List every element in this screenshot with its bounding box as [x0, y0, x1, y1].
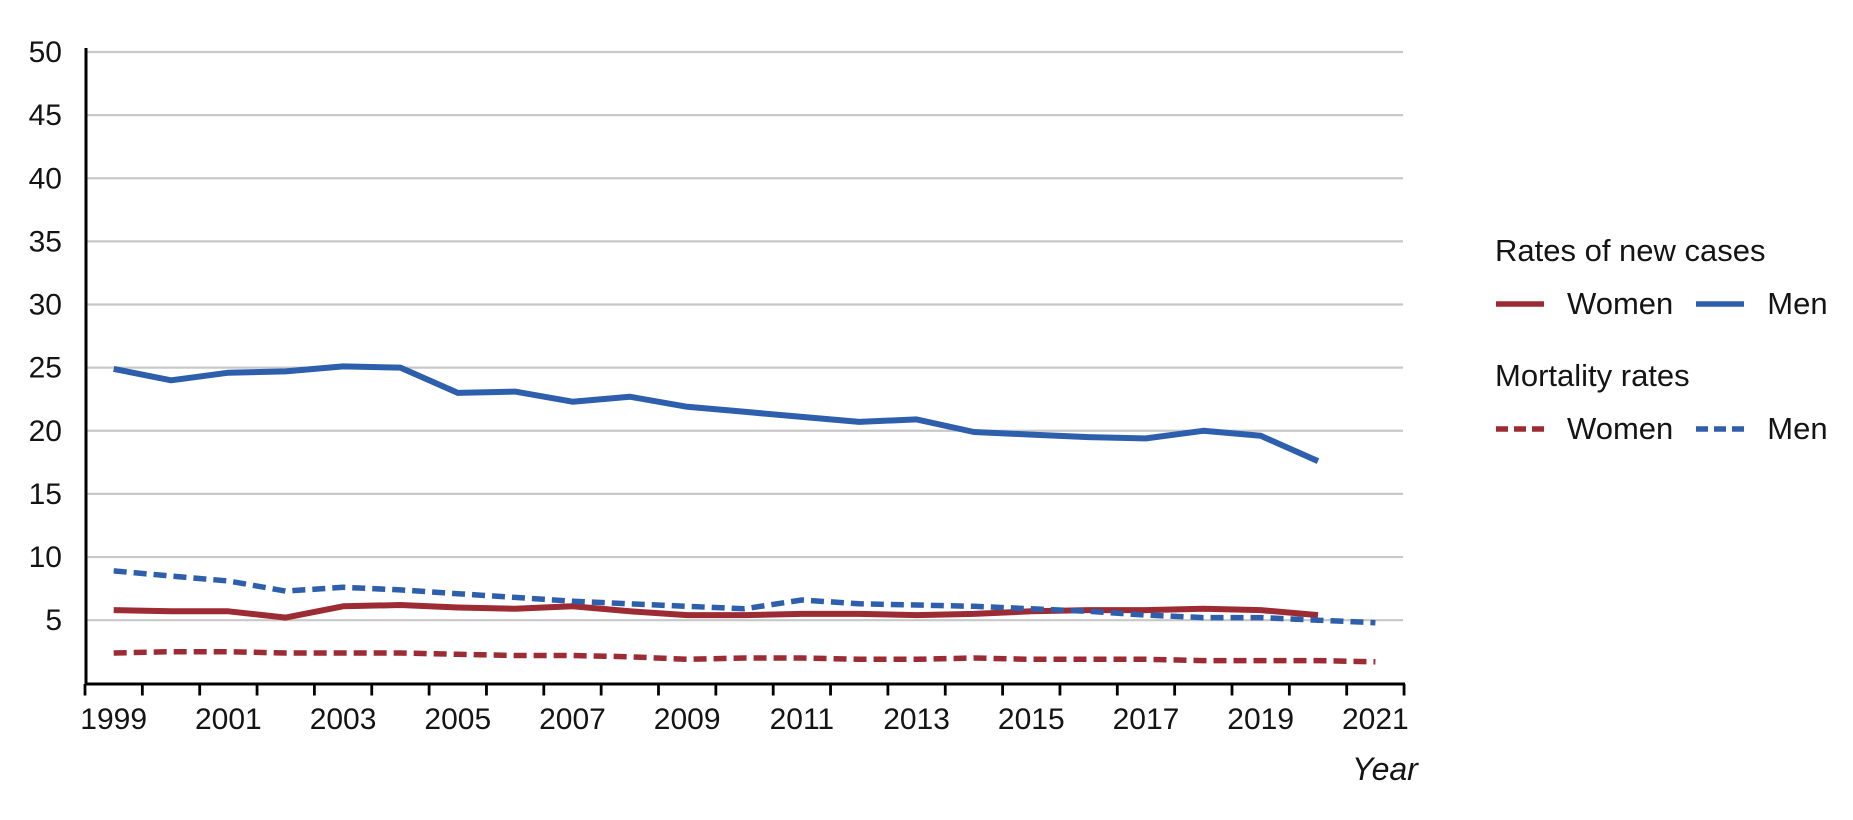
x-tick-label-2015: 2015 — [998, 703, 1065, 736]
series-line-mortality-women — [113, 648, 1376, 665]
y-tick-label-50: 50 — [29, 36, 62, 69]
x-tick-label-2003: 2003 — [310, 703, 377, 736]
legend-swatch-mortality-women-line — [1496, 426, 1544, 432]
legend-title-new-cases: Rates of new cases — [1495, 233, 1766, 268]
legend-row-new-cases: Women Men — [1495, 286, 1850, 322]
x-tick-label-2009: 2009 — [654, 703, 721, 736]
series-line-new-cases-women — [113, 602, 1319, 621]
series-line-new-cases-men — [113, 363, 1320, 464]
y-tick-label-10: 10 — [29, 541, 62, 574]
x-tick-label-2011: 2011 — [770, 703, 835, 736]
x-tick-label-2001: 2001 — [195, 703, 262, 736]
x-tick-label-2007: 2007 — [539, 703, 606, 736]
x-tick-label-2021: 2021 — [1342, 703, 1409, 736]
legend-label-mortality-women: Women — [1567, 411, 1674, 446]
x-axis-title: Year — [1352, 751, 1418, 787]
legend-row-mortality: Women Men — [1495, 411, 1850, 447]
x-tick-label-2017: 2017 — [1113, 703, 1180, 736]
x-tick-label-2013: 2013 — [883, 703, 950, 736]
legend-label-mortality-men: Men — [1767, 411, 1828, 446]
y-tick-label-5: 5 — [45, 604, 62, 637]
y-tick-label-30: 30 — [29, 289, 62, 322]
legend-label-new-cases-men: Men — [1767, 286, 1828, 321]
legend-label-new-cases-women: Women — [1567, 286, 1674, 321]
y-tick-label-20: 20 — [29, 415, 62, 448]
legend-swatch-new-cases-women-line — [1496, 301, 1544, 307]
x-tick-label-2019: 2019 — [1227, 703, 1294, 736]
legend-swatch-new-cases-men-line — [1696, 301, 1745, 307]
legend-swatch-mortality-men-line — [1696, 426, 1745, 432]
legend-title-mortality: Mortality rates — [1495, 358, 1690, 393]
y-tick-label-45: 45 — [29, 99, 62, 132]
y-tick-label-35: 35 — [29, 225, 62, 258]
legend: Rates of new cases Women Men Mortality r… — [1495, 233, 1850, 447]
x-tick-label-1999: 1999 — [80, 703, 147, 736]
y-tick-label-40: 40 — [29, 162, 62, 195]
series-line-mortality-men — [113, 568, 1376, 626]
y-tick-label-25: 25 — [29, 352, 62, 385]
x-tick-label-2005: 2005 — [424, 703, 491, 736]
y-tick-label-15: 15 — [29, 478, 62, 511]
